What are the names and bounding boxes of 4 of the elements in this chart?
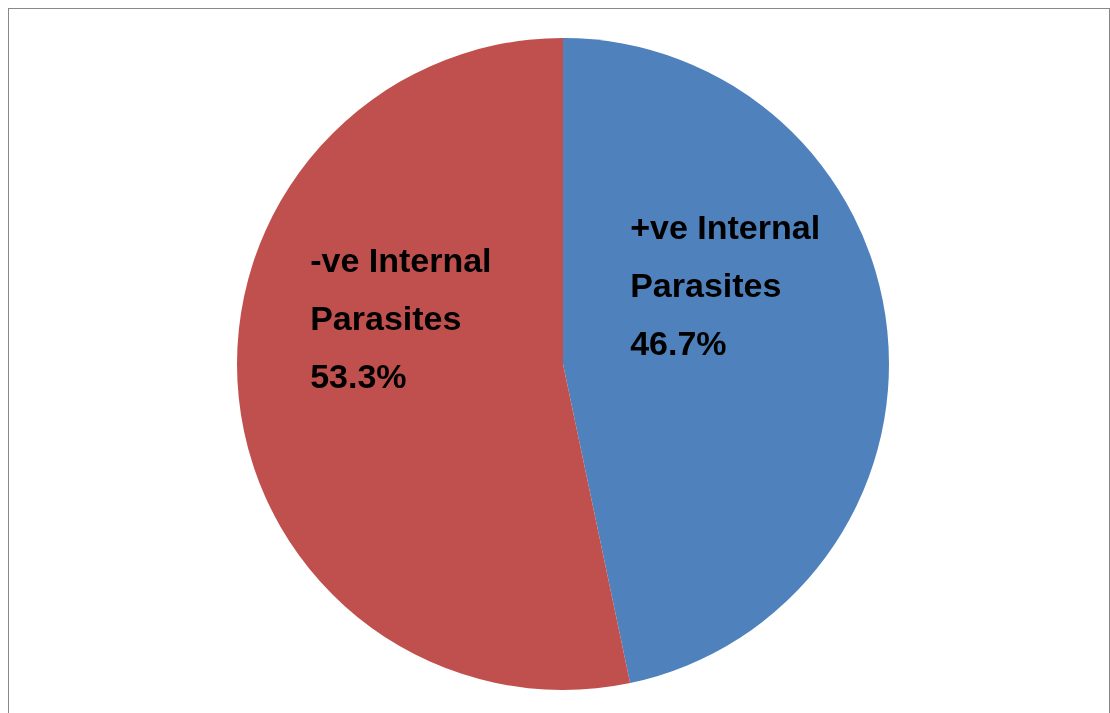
data-label: 53.3% [310, 357, 407, 396]
data-label: 46.7% [630, 323, 727, 362]
slice-label: -ve Internal Parasites [310, 241, 492, 338]
slice-label: +ve Internal Parasites [630, 207, 821, 304]
